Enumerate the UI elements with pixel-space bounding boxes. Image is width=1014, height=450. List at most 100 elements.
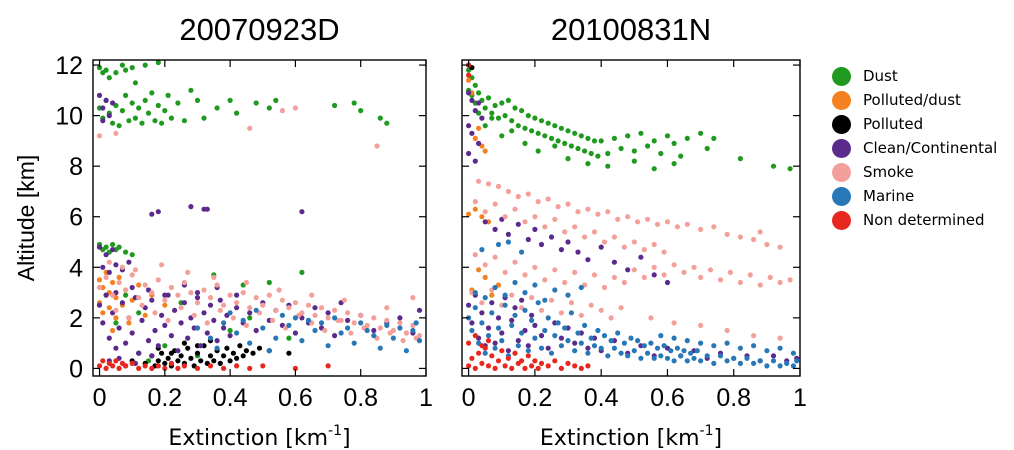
point-smoke [142,282,148,288]
chart-title: 20100831N [551,12,711,47]
point-dust [678,153,684,159]
point-clean-continental [664,279,671,286]
point-smoke [598,307,604,313]
point-smoke [601,284,608,291]
point-marine [658,333,664,339]
point-smoke [260,302,266,308]
point-clean-continental [545,345,551,351]
point-dust [136,105,142,111]
point-dust [575,145,581,152]
point-marine [472,305,478,311]
point-smoke [698,274,704,280]
point-dust [142,62,148,68]
point-marine [492,345,498,351]
point-non-determined [142,363,148,369]
point-smoke [181,279,187,286]
point-smoke [139,302,145,308]
point-smoke [126,315,132,321]
legend-swatch-polluted [832,114,851,134]
point-non-determined [545,363,551,369]
point-marine [548,350,555,356]
point-non-determined [162,365,168,371]
point-dust [515,123,521,129]
point-clean-continental [651,272,657,278]
point-dust [482,105,488,111]
x-axis-label-sup: -1 [700,423,714,439]
chart-title: 20070923D [179,12,339,47]
point-marine [684,338,690,344]
point-dust [332,102,338,109]
series-smoke [469,178,793,341]
point-clean-continental [214,338,220,344]
point-smoke [410,295,416,301]
point-dust [522,140,528,146]
point-smoke [522,219,528,225]
legend-item-dust: Dust [832,64,1012,88]
point-smoke [309,292,315,298]
point-smoke [707,267,714,273]
point-marine [585,350,591,356]
point-clean-continental [110,100,116,106]
series-marine [466,239,800,369]
point-polluted [162,360,168,366]
point-smoke [322,327,328,334]
point-smoke [345,310,351,316]
point-smoke [591,272,598,278]
point-non-determined [207,363,214,369]
point-non-determined [260,363,266,369]
point-smoke [129,272,135,278]
point-smoke [217,307,223,313]
point-non-determined [136,365,142,371]
point-dust [605,150,611,157]
point-marine [611,345,618,351]
point-smoke [631,267,637,273]
point-marine [751,360,757,366]
point-non-determined [149,365,155,371]
point-clean-continental [575,249,581,255]
point-polluted-dust [479,214,485,220]
point-clean-continental [126,259,132,265]
point-non-determined [502,363,508,369]
point-dust [123,249,129,255]
y-tick-label: 12 [55,52,83,80]
point-dust [638,130,644,136]
point-smoke [512,206,518,212]
point-clean-continental [638,254,644,260]
point-non-determined [479,343,485,349]
point-non-determined [499,348,505,354]
point-smoke [661,272,667,278]
point-dust [505,97,511,103]
point-polluted-dust [472,206,478,212]
point-dust [582,148,588,154]
point-polluted-dust [100,310,106,316]
point-clean-continental [332,333,338,339]
point-marine [338,330,344,336]
legend-label-dust: Dust [863,67,898,85]
point-marine [413,320,419,326]
x-axis-label: Extinction [km-1] [168,423,350,450]
point-clean-continental [495,315,502,321]
point-marine [227,310,233,316]
point-smoke [595,211,601,217]
point-marine [273,335,279,341]
point-clean-continental [103,97,109,103]
point-smoke [103,274,109,280]
series-non-determined [466,62,591,371]
point-marine [737,345,744,351]
point-dust [519,108,525,114]
point-dust [113,320,119,326]
point-dust [565,156,571,162]
point-smoke [525,191,531,197]
point-non-determined [466,340,472,346]
legend-item-non-determined: Non determined [832,208,1012,232]
point-clean-continental [175,348,181,354]
point-clean-continental [155,209,161,215]
point-dust [299,269,305,275]
point-clean-continental [371,327,377,334]
point-marine [615,330,621,336]
point-non-determined [292,365,298,371]
point-smoke [515,193,521,200]
point-marine [492,284,498,291]
point-non-determined [472,365,478,371]
point-smoke [479,300,485,306]
